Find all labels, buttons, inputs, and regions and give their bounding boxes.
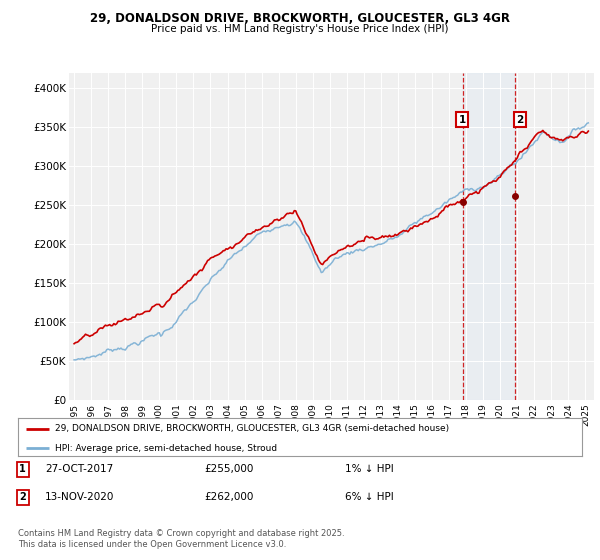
Text: Price paid vs. HM Land Registry's House Price Index (HPI): Price paid vs. HM Land Registry's House … bbox=[151, 24, 449, 34]
Text: 1: 1 bbox=[458, 115, 466, 125]
Text: 6% ↓ HPI: 6% ↓ HPI bbox=[345, 492, 394, 502]
Text: 27-OCT-2017: 27-OCT-2017 bbox=[45, 464, 113, 474]
Bar bbox=[463, 73, 515, 400]
Text: 2: 2 bbox=[19, 492, 26, 502]
Text: HPI: Average price, semi-detached house, Stroud: HPI: Average price, semi-detached house,… bbox=[55, 444, 277, 452]
Text: 1: 1 bbox=[19, 464, 26, 474]
Text: 29, DONALDSON DRIVE, BROCKWORTH, GLOUCESTER, GL3 4GR (semi-detached house): 29, DONALDSON DRIVE, BROCKWORTH, GLOUCES… bbox=[55, 424, 449, 433]
Text: £262,000: £262,000 bbox=[204, 492, 253, 502]
Text: 1% ↓ HPI: 1% ↓ HPI bbox=[345, 464, 394, 474]
Text: 29, DONALDSON DRIVE, BROCKWORTH, GLOUCESTER, GL3 4GR: 29, DONALDSON DRIVE, BROCKWORTH, GLOUCES… bbox=[90, 12, 510, 25]
Text: Contains HM Land Registry data © Crown copyright and database right 2025.
This d: Contains HM Land Registry data © Crown c… bbox=[18, 529, 344, 549]
Text: £255,000: £255,000 bbox=[204, 464, 253, 474]
Text: 2: 2 bbox=[517, 115, 524, 125]
Text: 13-NOV-2020: 13-NOV-2020 bbox=[45, 492, 115, 502]
